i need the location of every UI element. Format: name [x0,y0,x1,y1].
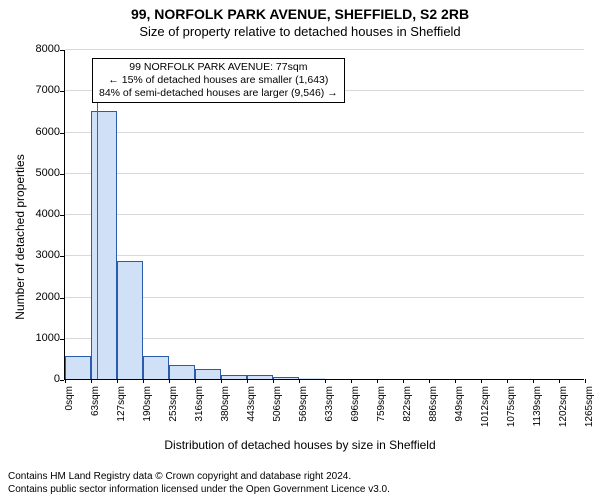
x-tick-label: 380sqm [220,386,231,436]
y-tick-label: 7000 [20,84,60,96]
x-tick-label: 443sqm [246,386,257,436]
x-tick-label: 1075sqm [506,386,517,436]
x-tick-label: 0sqm [64,386,75,436]
y-tick-label: 1000 [20,332,60,344]
annotation-line3: 84% of semi-detached houses are larger (… [99,87,338,100]
x-tick-mark [325,379,326,383]
histogram-bar [273,377,299,379]
x-tick-mark [455,379,456,383]
x-tick-label: 696sqm [350,386,361,436]
x-tick-mark [273,379,274,383]
x-tick-label: 63sqm [90,386,101,436]
x-tick-label: 1265sqm [584,386,595,436]
y-tick-label: 8000 [20,43,60,55]
x-tick-mark [65,379,66,383]
footer-line1: Contains HM Land Registry data © Crown c… [8,471,592,484]
x-tick-mark [117,379,118,383]
x-tick-mark [377,379,378,383]
x-tick-mark [91,379,92,383]
histogram-bar [299,378,325,379]
x-tick-label: 190sqm [142,386,153,436]
x-tick-mark [195,379,196,383]
y-tick-label: 5000 [20,167,60,179]
histogram-bar [91,111,117,379]
annotation-box: 99 NORFOLK PARK AVENUE: 77sqm ← 15% of d… [92,58,345,103]
gridline [65,255,584,256]
x-tick-mark [481,379,482,383]
histogram-bar [65,356,91,379]
histogram-bar [247,375,273,379]
chart-container: 99, NORFOLK PARK AVENUE, SHEFFIELD, S2 2… [0,0,600,500]
y-tick-label: 4000 [20,208,60,220]
y-tick-label: 0 [20,373,60,385]
x-tick-mark [533,379,534,383]
x-tick-mark [403,379,404,383]
gridline [65,214,584,215]
footer: Contains HM Land Registry data © Crown c… [8,471,592,496]
histogram-bar [117,261,143,379]
x-tick-mark [299,379,300,383]
histogram-bar [221,375,247,379]
x-tick-label: 569sqm [298,386,309,436]
x-tick-mark [221,379,222,383]
gridline [65,173,584,174]
x-tick-mark [585,379,586,383]
annotation-line2: ← 15% of detached houses are smaller (1,… [99,74,338,87]
footer-line2: Contains public sector information licen… [8,484,592,497]
x-tick-label: 822sqm [402,386,413,436]
x-tick-label: 1012sqm [480,386,491,436]
chart-title-line2: Size of property relative to detached ho… [0,24,600,39]
gridline [65,132,584,133]
x-tick-label: 506sqm [272,386,283,436]
annotation-line1: 99 NORFOLK PARK AVENUE: 77sqm [99,61,338,74]
x-tick-mark [351,379,352,383]
gridline [65,49,584,50]
x-tick-mark [247,379,248,383]
histogram-bar [143,356,169,379]
y-axis-label-wrap: Number of detached properties [2,0,20,500]
x-tick-label: 316sqm [194,386,205,436]
x-tick-label: 127sqm [116,386,127,436]
x-tick-label: 1202sqm [558,386,569,436]
marker-line [97,78,98,379]
y-tick-mark [60,380,64,381]
histogram-bar [169,365,195,379]
x-tick-label: 759sqm [376,386,387,436]
histogram-bar [195,369,221,379]
x-tick-mark [429,379,430,383]
y-tick-label: 6000 [20,126,60,138]
x-tick-label: 1139sqm [532,386,543,436]
chart-title-line1: 99, NORFOLK PARK AVENUE, SHEFFIELD, S2 2… [0,6,600,22]
x-tick-label: 886sqm [428,386,439,436]
y-tick-label: 2000 [20,291,60,303]
x-tick-mark [507,379,508,383]
x-axis-label: Distribution of detached houses by size … [0,438,600,452]
x-tick-label: 253sqm [168,386,179,436]
y-tick-label: 3000 [20,249,60,261]
x-tick-mark [169,379,170,383]
x-tick-mark [143,379,144,383]
x-tick-mark [559,379,560,383]
x-tick-label: 949sqm [454,386,465,436]
x-tick-label: 633sqm [324,386,335,436]
